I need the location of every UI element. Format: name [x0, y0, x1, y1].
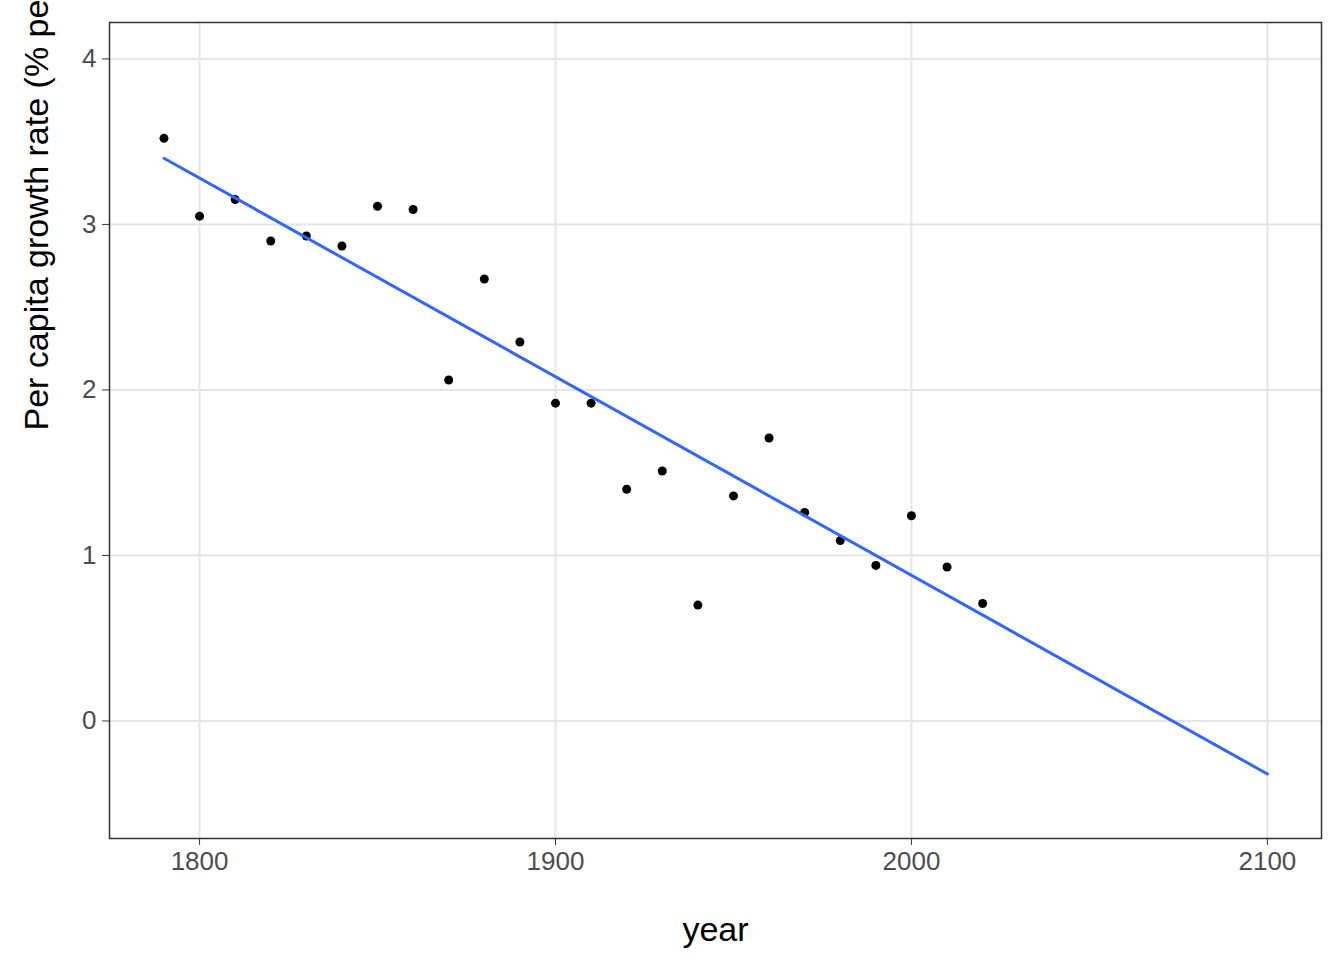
svg-text:2: 2 — [82, 374, 96, 404]
svg-text:4: 4 — [82, 43, 96, 73]
svg-text:Per capita growth rate (% per: Per capita growth rate (% per year) — [17, 0, 55, 431]
svg-text:3: 3 — [82, 209, 96, 239]
svg-text:2000: 2000 — [883, 846, 941, 876]
svg-text:2100: 2100 — [1238, 846, 1296, 876]
svg-text:1900: 1900 — [527, 846, 585, 876]
svg-text:year: year — [682, 910, 748, 948]
svg-text:1: 1 — [82, 540, 96, 570]
svg-text:0: 0 — [82, 705, 96, 735]
svg-text:1800: 1800 — [171, 846, 229, 876]
